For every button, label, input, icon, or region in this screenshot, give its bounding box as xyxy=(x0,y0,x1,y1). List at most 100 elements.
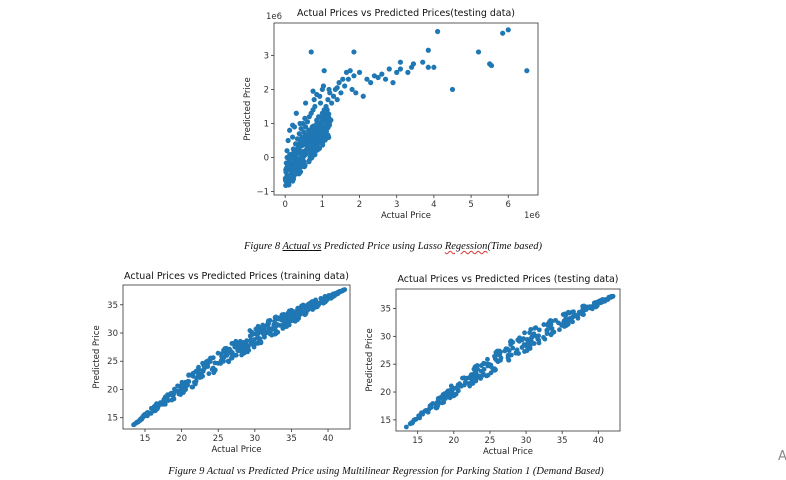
scatter-point xyxy=(295,309,300,315)
scatter-point xyxy=(221,358,226,364)
scatter-point xyxy=(324,297,330,303)
scatter-point xyxy=(475,49,482,55)
scatter-point xyxy=(323,114,329,120)
scatter-point xyxy=(466,381,472,386)
caption-vs: vs xyxy=(312,241,322,252)
x-tick-label: 25 xyxy=(213,434,224,444)
caption-prefix: Figure 8 xyxy=(244,241,283,252)
chart-title: Actual Prices vs Predicted Prices (testi… xyxy=(397,274,618,285)
scatter-point xyxy=(435,28,441,35)
x-tick-label: 40 xyxy=(323,434,334,444)
scatter-point xyxy=(296,147,302,153)
y-tick-label: 30 xyxy=(380,332,391,342)
scatter-point xyxy=(572,312,578,318)
x-tick-label: 30 xyxy=(249,434,260,444)
scatter-point xyxy=(478,376,484,381)
scatter-point xyxy=(289,316,295,322)
scatter-point xyxy=(334,97,340,103)
scatter-point xyxy=(485,356,490,362)
x-axis-label: Actual Price xyxy=(483,447,533,457)
scatter-point xyxy=(315,145,321,151)
scatter-point xyxy=(200,360,205,366)
scatter-point xyxy=(435,398,441,403)
scatter-point xyxy=(226,359,232,365)
scatter-point xyxy=(470,381,476,386)
y-tick-label: 2 xyxy=(264,85,269,95)
x-tick-label: 3 xyxy=(394,200,399,210)
y-axis-label: Predicted Price xyxy=(243,77,253,140)
scatter-point xyxy=(425,64,431,70)
y-tick-label: 20 xyxy=(380,388,391,398)
scatter-point xyxy=(425,47,431,53)
scatter-point xyxy=(268,328,274,334)
scatter-point xyxy=(449,86,456,93)
scatter-point xyxy=(282,175,289,181)
scatter-point xyxy=(397,66,404,72)
scatter-point xyxy=(194,368,200,373)
scatter-point xyxy=(420,59,426,65)
chart-title: Actual Prices vs Predicted Prices (train… xyxy=(124,271,349,282)
scatter-point xyxy=(296,131,302,137)
y-tick-label: 25 xyxy=(380,360,391,370)
scatter-point xyxy=(305,307,311,313)
scatter-point xyxy=(132,421,138,427)
scatter-point xyxy=(326,86,332,93)
scatter-point xyxy=(136,418,142,424)
plot-frame xyxy=(122,284,351,430)
y-tick-label: 15 xyxy=(380,416,391,426)
scatter-point xyxy=(576,309,582,315)
scatter-point xyxy=(265,321,271,327)
scatter-point xyxy=(451,393,457,399)
scatter-point xyxy=(289,134,296,140)
scatter-point xyxy=(364,76,370,82)
scatter-point xyxy=(299,153,305,159)
scatter-point xyxy=(285,159,292,166)
caption-suffix: (Time based) xyxy=(487,241,542,252)
scatter-point xyxy=(316,137,322,143)
scatter-point xyxy=(566,310,572,316)
chart-title: Actual Prices vs Predicted Prices(testin… xyxy=(297,8,515,19)
scatter-point xyxy=(277,322,283,328)
scatter-point xyxy=(453,385,459,391)
scatter-point xyxy=(474,375,479,381)
x-tick-label: 4 xyxy=(431,200,436,210)
scatter-point xyxy=(239,351,245,357)
scatter-point xyxy=(302,115,308,121)
x-tick-label: 30 xyxy=(521,436,532,446)
scatter-point xyxy=(475,366,480,372)
scatter-point xyxy=(218,351,224,357)
x-axis-label: Actual Price xyxy=(211,445,261,455)
scatter-point xyxy=(405,69,411,75)
scatter-point xyxy=(508,342,514,347)
scatter-point xyxy=(397,59,404,65)
scatter-point xyxy=(448,383,454,389)
scatter-point xyxy=(353,90,359,96)
scatter-point xyxy=(502,348,508,354)
scatter-point xyxy=(494,352,500,358)
scatter-point xyxy=(221,354,227,360)
scatter-point xyxy=(492,367,498,373)
scatter-point xyxy=(347,68,353,74)
scatter-point xyxy=(315,127,321,134)
scatter-point xyxy=(527,337,533,343)
scatter-point xyxy=(412,417,418,422)
figure-9-caption: Figure 9 Actual vs Predicted Price using… xyxy=(168,466,604,477)
scatter-point xyxy=(446,388,452,394)
scatter-point xyxy=(575,315,581,321)
scatter-point xyxy=(287,312,292,317)
scatter-point xyxy=(248,337,254,343)
scatter-point xyxy=(439,395,445,401)
scatter-point xyxy=(317,100,324,106)
scatter-point xyxy=(516,338,522,344)
scatter-point xyxy=(562,311,568,317)
scatter-point xyxy=(230,341,236,346)
scatter-point xyxy=(306,159,312,165)
y-axis-label: Predicted Price xyxy=(92,325,102,388)
scatter-point xyxy=(290,178,296,184)
scatter-point xyxy=(336,80,342,86)
scatter-point xyxy=(314,91,320,98)
scatter-point xyxy=(564,322,569,328)
scatter-point xyxy=(255,335,260,340)
scatter-point xyxy=(531,332,536,338)
